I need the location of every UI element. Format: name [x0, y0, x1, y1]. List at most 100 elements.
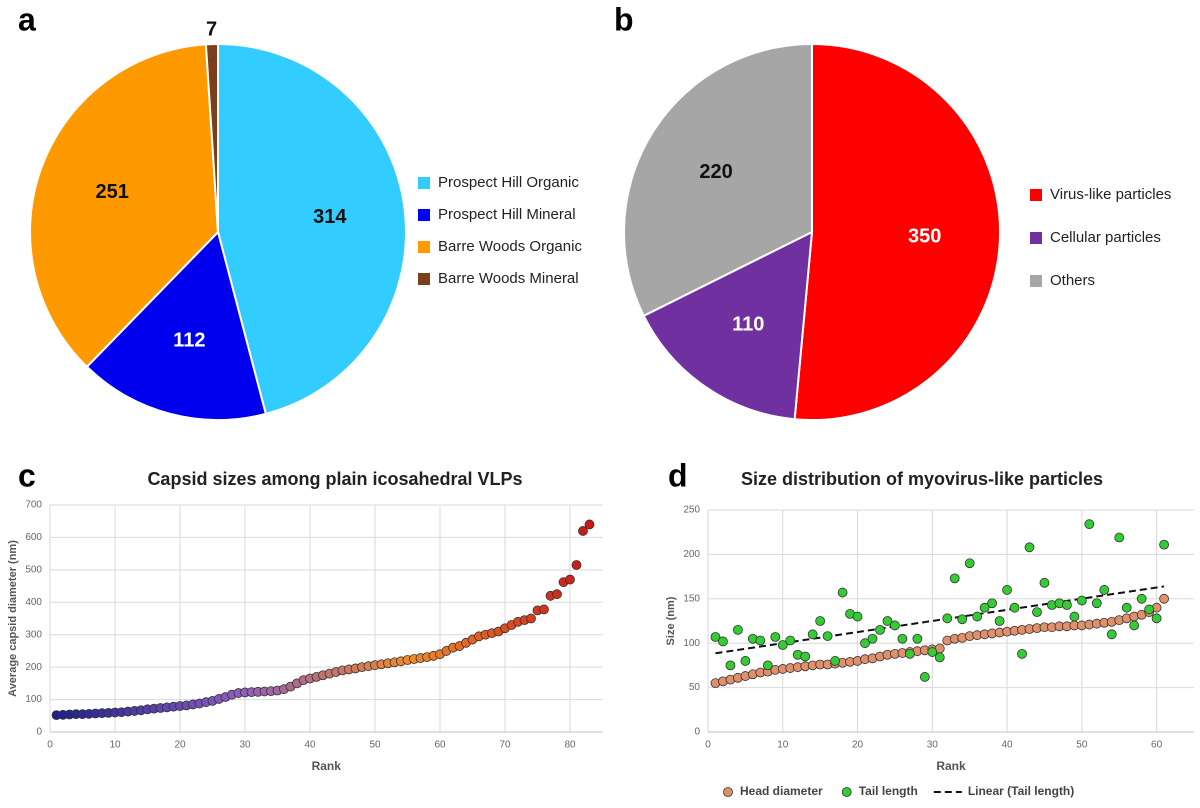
- pie-slice: [85, 230, 268, 421]
- y-tick-label: 0: [36, 727, 42, 738]
- legend-label: Barre Woods Mineral: [438, 270, 579, 287]
- data-point: [987, 598, 998, 609]
- legend-marker: [841, 787, 852, 797]
- data-point: [1024, 542, 1035, 553]
- x-tick-label: 70: [499, 740, 511, 751]
- legend-swatch: [1030, 189, 1042, 201]
- data-point: [964, 558, 975, 569]
- data-label: 350: [908, 225, 941, 247]
- x-tick-label: 80: [564, 740, 576, 751]
- x-tick-label: 10: [109, 740, 121, 751]
- data-point: [526, 613, 536, 624]
- x-tick-label: 0: [705, 740, 711, 751]
- data-point: [807, 629, 818, 640]
- data-point: [571, 560, 582, 570]
- data-point: [890, 620, 900, 631]
- data-point: [1076, 595, 1087, 606]
- x-tick-label: 20: [852, 740, 864, 751]
- pie-slice: [217, 42, 407, 416]
- data-point: [552, 589, 562, 600]
- data-point: [785, 635, 796, 646]
- pie-slice: [29, 43, 220, 369]
- data-label: 220: [699, 161, 732, 183]
- data-point: [1002, 585, 1012, 595]
- x-tick-label: 50: [369, 740, 381, 751]
- data-point: [1099, 585, 1110, 595]
- legend-label: Linear (Tail length): [968, 784, 1074, 798]
- x-tick-label: 40: [1002, 740, 1014, 751]
- data-point: [1069, 611, 1080, 622]
- x-axis-label: Rank: [936, 759, 966, 773]
- data-point: [539, 604, 549, 615]
- data-label: 112: [173, 329, 205, 351]
- y-axis-label: Average capsid diameter (nm): [7, 540, 19, 697]
- data-point: [762, 660, 773, 671]
- data-point: [867, 633, 878, 644]
- data-point: [860, 638, 870, 649]
- data-point: [1091, 598, 1102, 609]
- pie-slice: [204, 42, 219, 233]
- legend-label: Others: [1050, 272, 1095, 289]
- panel-label: c: [18, 457, 36, 493]
- x-tick-label: 30: [239, 740, 251, 751]
- panel-label: b: [614, 1, 634, 37]
- legend-swatch: [418, 273, 430, 285]
- x-tick-label: 10: [777, 740, 789, 751]
- y-tick-label: 400: [25, 597, 42, 608]
- data-point: [927, 647, 938, 657]
- legend-swatch: [418, 177, 430, 189]
- data-point: [882, 616, 893, 626]
- y-tick-label: 200: [25, 662, 42, 673]
- y-tick-label: 0: [694, 727, 700, 738]
- data-point: [777, 640, 788, 650]
- data-point: [718, 636, 728, 647]
- data-point: [800, 651, 811, 662]
- data-point: [1151, 613, 1162, 624]
- data-label: 110: [732, 313, 764, 335]
- legend-label: Barre Woods Organic: [438, 238, 582, 255]
- data-point: [1017, 648, 1027, 659]
- panel-label: d: [668, 457, 688, 493]
- y-tick-label: 50: [689, 682, 701, 693]
- data-point: [1114, 532, 1125, 543]
- x-tick-label: 20: [174, 740, 186, 751]
- pie-slice: [793, 42, 1001, 421]
- legend-swatch: [1030, 232, 1042, 244]
- pie-slice: [623, 42, 813, 318]
- data-point: [919, 672, 930, 682]
- data-point: [822, 631, 833, 641]
- y-tick-label: 200: [683, 549, 700, 560]
- data-point: [852, 611, 863, 622]
- data-point: [1106, 629, 1117, 640]
- y-tick-label: 500: [25, 564, 42, 575]
- panel-label: a: [18, 1, 36, 37]
- data-point: [994, 616, 1005, 626]
- data-point: [815, 616, 826, 626]
- legend-label: Cellular particles: [1050, 229, 1161, 246]
- data-point: [830, 656, 841, 666]
- data-label: 7: [206, 18, 217, 40]
- data-point: [755, 635, 766, 646]
- y-tick-label: 600: [25, 532, 42, 543]
- pie-slice: [642, 230, 814, 421]
- legend-label: Virus-like particles: [1050, 186, 1171, 203]
- data-point: [949, 573, 960, 584]
- data-point: [942, 613, 953, 624]
- data-point: [740, 656, 751, 666]
- data-point: [770, 632, 781, 642]
- data-point: [1009, 602, 1020, 613]
- data-point: [1084, 519, 1095, 530]
- data-point: [1159, 539, 1169, 550]
- y-tick-label: 300: [25, 629, 42, 640]
- data-point: [979, 602, 990, 613]
- legend-swatch: [418, 209, 430, 221]
- y-tick-label: 250: [683, 505, 700, 516]
- data-label: 251: [95, 181, 128, 203]
- data-point: [578, 526, 588, 536]
- y-axis-label: Size (nm): [665, 596, 677, 645]
- x-tick-label: 60: [1151, 740, 1163, 751]
- data-point: [733, 624, 743, 635]
- data-point: [584, 519, 595, 530]
- data-point: [897, 633, 908, 644]
- data-point: [1159, 593, 1169, 604]
